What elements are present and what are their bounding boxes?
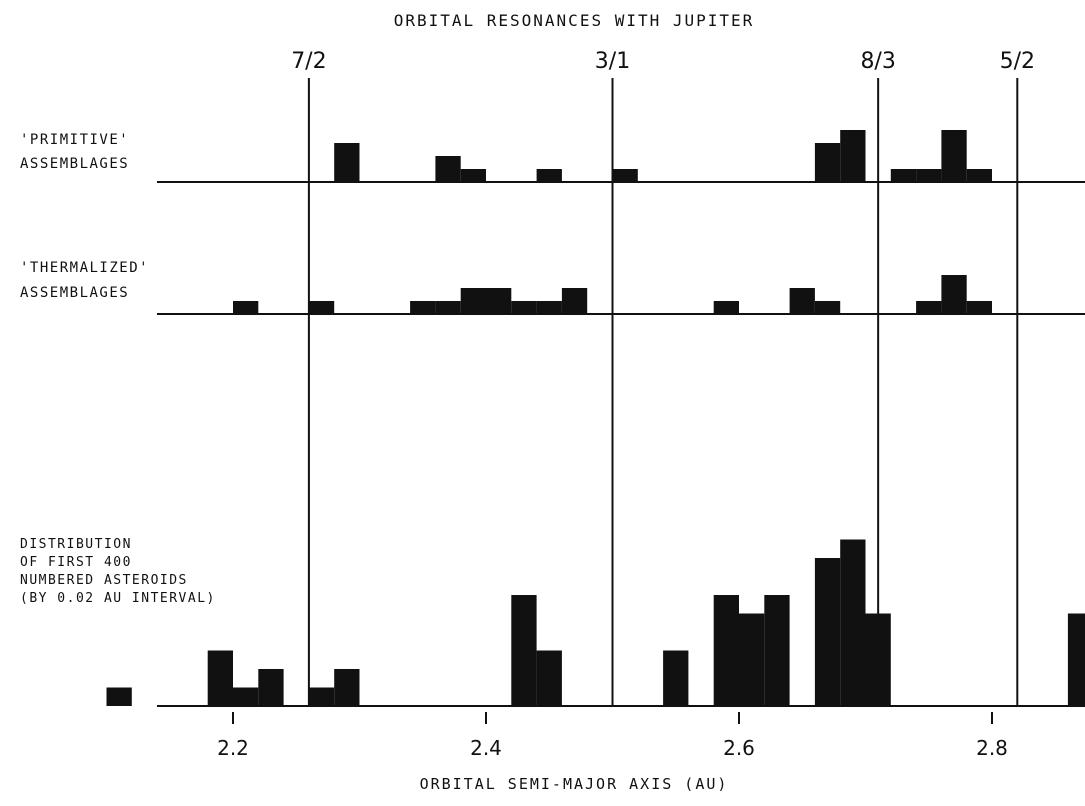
histogram-bar [536, 169, 562, 182]
resonance-lines: 7/23/18/35/27/39/42/1 [291, 49, 1035, 706]
resonance-label: 8/3 [860, 49, 895, 74]
series-label: 'THERMALIZED' [20, 260, 149, 276]
histogram-bar [840, 130, 866, 182]
histogram-bar [966, 169, 992, 182]
histogram-bar [916, 301, 942, 314]
x-tick-label: 2.4 [470, 736, 502, 760]
series-panel: 'PRIMITIVE' ASSEMBLAGES [20, 130, 1085, 183]
histogram-bar [916, 169, 942, 182]
histogram-bar [410, 301, 436, 314]
histogram-bar [840, 539, 866, 706]
histogram-bar [941, 275, 967, 314]
series-label: ASSEMBLAGES [20, 285, 129, 301]
histogram-bar [713, 595, 739, 706]
histogram-bar [814, 143, 841, 182]
histogram-bar [334, 143, 360, 182]
histogram-bar [966, 301, 992, 314]
histogram-bar [713, 301, 739, 314]
histogram-bar [764, 595, 790, 706]
histogram-bar [106, 687, 132, 706]
histogram-bar [865, 613, 891, 706]
histogram-bar [460, 288, 486, 314]
histogram-bar [435, 301, 461, 314]
histogram-bar [308, 687, 335, 706]
series-label: NUMBERED ASTEROIDS [20, 573, 188, 588]
x-tick-label: 2.6 [723, 736, 755, 760]
x-axis: 2.22.42.62.83.03.23.4 [217, 712, 1008, 760]
histogram-bar [814, 558, 841, 706]
series-label: 'PRIMITIVE' [20, 132, 129, 148]
histogram-bar [233, 687, 259, 706]
histogram-bar [941, 130, 967, 182]
histogram-bar [435, 156, 461, 182]
histogram-bar [233, 301, 259, 314]
series-panel: 'THERMALIZED' ASSEMBLAGES [20, 260, 1085, 315]
resonance-label: 5/2 [1000, 49, 1035, 74]
histogram-bar [258, 669, 284, 706]
resonance-label: 3/1 [595, 49, 630, 74]
x-tick-label: 2.2 [217, 736, 249, 760]
histogram-bar [1067, 613, 1085, 706]
histogram-bar [536, 301, 562, 314]
histogram-bar [486, 288, 512, 314]
series-panels: 'PRIMITIVE' ASSEMBLAGES 'THERMALIZED' ASSEM… [20, 130, 1085, 707]
histogram-bar [739, 613, 765, 706]
histogram-bar [511, 301, 537, 314]
histogram-bar [663, 650, 689, 706]
series-label: ASSEMBLAGES [20, 156, 129, 172]
chart-title: ORBITAL RESONANCES WITH JUPITER [394, 11, 755, 30]
series-label: DISTRIBUTION [20, 537, 132, 552]
resonance-label: 7/2 [291, 49, 326, 74]
histogram-bar [789, 288, 815, 314]
histogram-bar [334, 669, 360, 706]
histogram-bar [612, 169, 638, 182]
histogram-bar [561, 288, 588, 314]
histogram-bar [536, 650, 562, 706]
x-tick-label: 2.8 [976, 736, 1008, 760]
series-label: OF FIRST 400 [20, 555, 132, 570]
histogram-bar [207, 650, 233, 706]
histogram-bar [511, 595, 537, 706]
histogram-bar [890, 169, 917, 182]
histogram-bar [814, 301, 841, 314]
series-panel: DISTRIBUTION OF FIRST 400 NUMBERED ASTEROI… [20, 537, 1085, 707]
histogram-bar [308, 301, 335, 314]
histogram-bar [460, 169, 486, 182]
x-axis-label: ORBITAL SEMI-MAJOR AXIS (AU) [420, 775, 729, 793]
series-label: (BY 0.02 AU INTERVAL) [20, 591, 216, 606]
